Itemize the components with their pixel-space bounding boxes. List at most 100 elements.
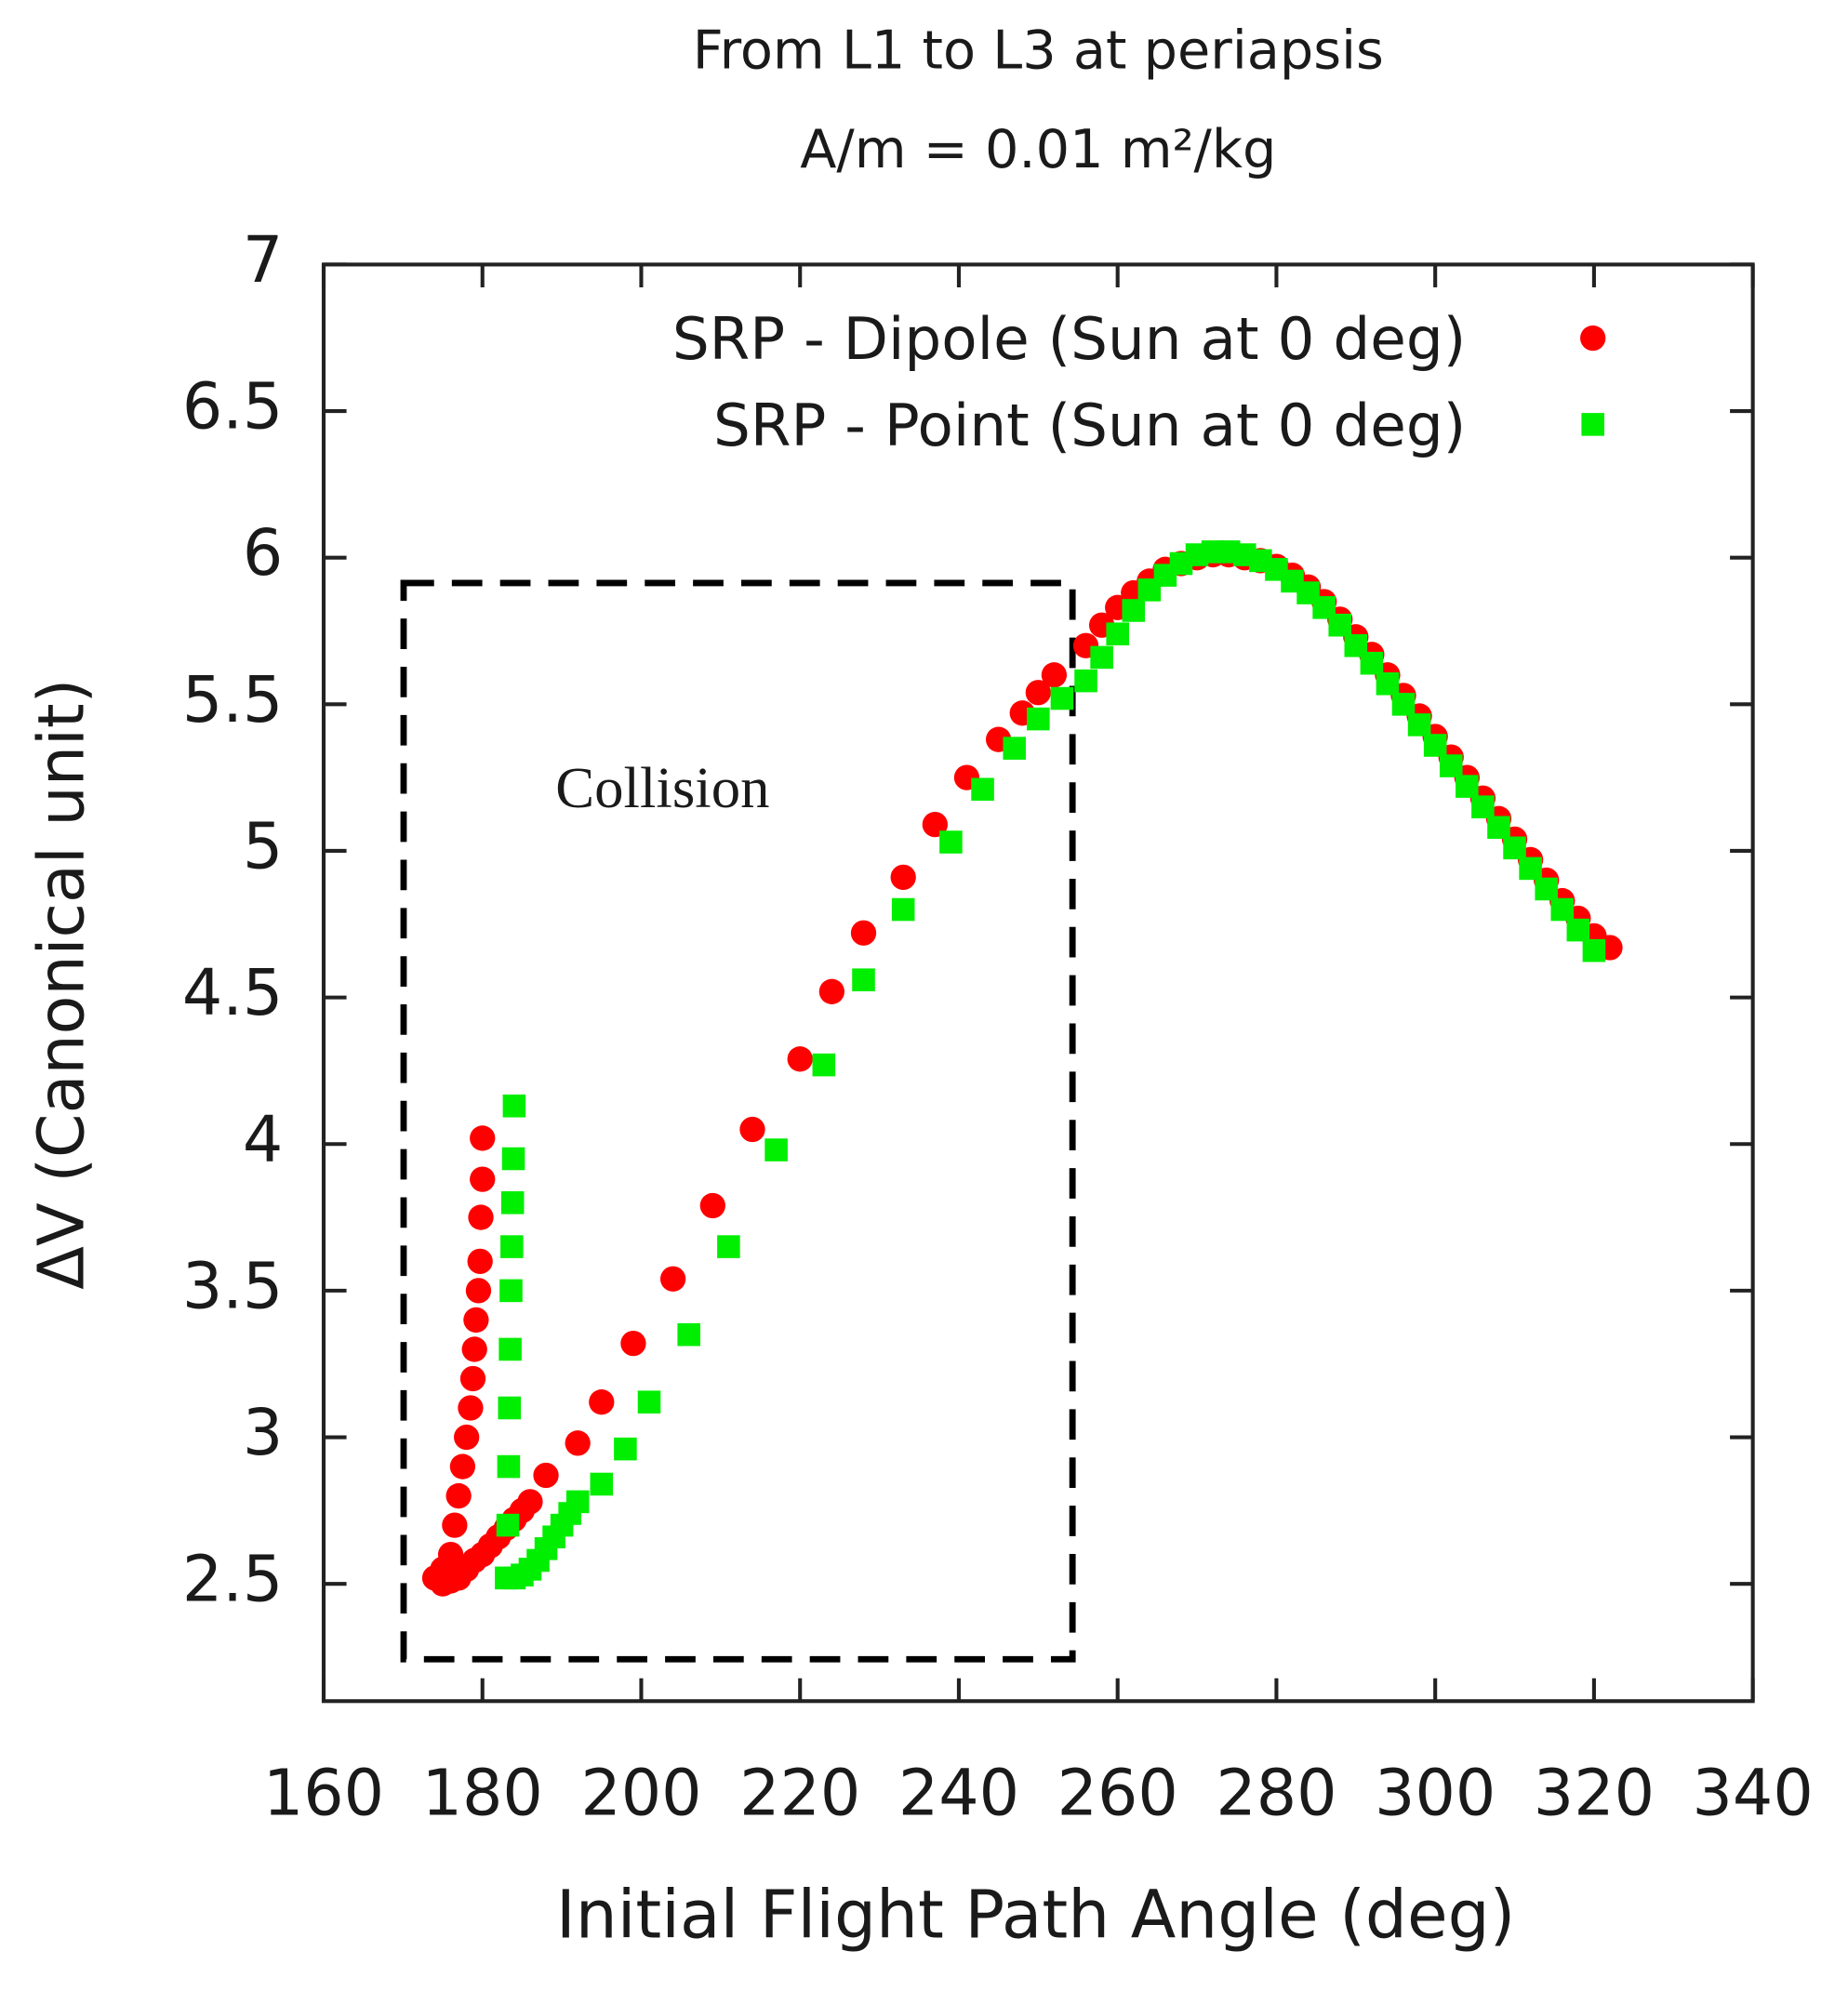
point <box>501 1147 525 1171</box>
y-tick-label: 3 <box>243 1397 283 1470</box>
point <box>1471 795 1495 818</box>
point <box>1376 671 1400 696</box>
plot-frame <box>321 262 1755 1704</box>
y-tick-label: 2.5 <box>182 1544 283 1617</box>
annotation: Collision <box>555 755 769 820</box>
point <box>1003 737 1026 760</box>
point <box>1439 754 1463 777</box>
x-tick-label: 340 <box>1693 1758 1814 1831</box>
y-tick-label: 5.5 <box>182 664 283 737</box>
point <box>787 1046 813 1072</box>
point <box>1487 816 1510 840</box>
point <box>699 1192 725 1219</box>
y-tick-label: 6.5 <box>182 371 283 445</box>
point <box>1025 680 1051 706</box>
point <box>459 1365 486 1392</box>
y-axis-label: ΔV (Canonical unit) <box>26 679 100 1290</box>
point <box>533 1462 559 1489</box>
x-tick-label: 240 <box>898 1758 1019 1831</box>
collision-box <box>400 579 1076 1663</box>
point <box>502 1094 526 1118</box>
point <box>1519 856 1542 881</box>
point <box>565 1430 591 1456</box>
point <box>463 1307 489 1334</box>
point <box>454 1424 480 1451</box>
point <box>461 1336 487 1362</box>
point <box>1550 897 1575 922</box>
point <box>1050 686 1074 710</box>
point <box>1027 707 1050 731</box>
point <box>939 830 963 854</box>
x-tick-label: 200 <box>580 1758 701 1831</box>
x-tick-label: 260 <box>1057 1758 1178 1831</box>
point <box>565 1490 590 1514</box>
point <box>590 1472 614 1496</box>
y-tick-label: 3.5 <box>182 1250 283 1323</box>
point <box>500 1235 524 1258</box>
point <box>1106 622 1129 645</box>
point <box>470 1125 496 1151</box>
point <box>467 1248 493 1275</box>
point <box>1328 613 1352 637</box>
point <box>1535 877 1558 901</box>
point <box>445 1482 472 1509</box>
point <box>1090 645 1113 670</box>
point <box>497 1454 521 1479</box>
y-tick-label: 4.5 <box>182 957 283 1030</box>
x-axis-label: Initial Flight Path Angle (deg) <box>556 1877 1516 1954</box>
point <box>1360 651 1384 675</box>
point <box>470 1166 496 1192</box>
point <box>468 1204 494 1230</box>
point <box>500 1191 525 1215</box>
point <box>739 1116 765 1143</box>
x-tick-label: 220 <box>739 1758 860 1831</box>
point <box>659 1266 686 1292</box>
point <box>890 864 916 891</box>
x-tick-label: 300 <box>1375 1758 1496 1831</box>
point <box>1566 918 1590 942</box>
legend-marker <box>1580 325 1606 352</box>
point <box>620 1330 646 1357</box>
legend-label: SRP - Dipole (Sun at 0 deg) <box>672 305 1466 373</box>
point <box>1582 938 1606 962</box>
point <box>499 1337 522 1361</box>
point <box>499 1279 523 1303</box>
point <box>1423 734 1447 757</box>
point <box>1041 662 1068 688</box>
point <box>764 1138 788 1161</box>
point <box>1074 669 1097 693</box>
point <box>465 1278 492 1304</box>
x-tick-label: 180 <box>422 1758 543 1831</box>
point <box>818 978 845 1004</box>
point <box>614 1437 637 1461</box>
point <box>589 1389 615 1415</box>
x-tick-label: 320 <box>1534 1758 1655 1831</box>
point <box>717 1235 740 1258</box>
x-tick-label: 160 <box>263 1758 384 1831</box>
legend-marker <box>1581 413 1604 436</box>
x-tick-label: 280 <box>1216 1758 1336 1831</box>
y-tick-label: 7 <box>243 224 283 298</box>
y-tick-label: 5 <box>243 811 283 884</box>
point <box>442 1512 468 1538</box>
point <box>1391 693 1416 716</box>
point <box>517 1489 543 1515</box>
point <box>637 1390 661 1414</box>
point <box>1503 836 1526 860</box>
legend-label: SRP - Point (Sun at 0 deg) <box>713 392 1466 459</box>
y-tick-label: 6 <box>243 517 283 591</box>
chart-subtitle: A/m = 0.01 m²/kg <box>800 118 1276 180</box>
point <box>850 920 877 946</box>
y-tick-label: 4 <box>243 1104 283 1177</box>
point <box>891 897 915 922</box>
point <box>449 1453 476 1480</box>
point <box>1456 775 1479 798</box>
chart-title: From L1 to L3 at periapsis <box>693 20 1384 82</box>
point <box>1122 599 1146 622</box>
point <box>971 777 994 802</box>
point <box>1407 713 1431 737</box>
point <box>498 1396 522 1420</box>
point <box>458 1395 484 1421</box>
